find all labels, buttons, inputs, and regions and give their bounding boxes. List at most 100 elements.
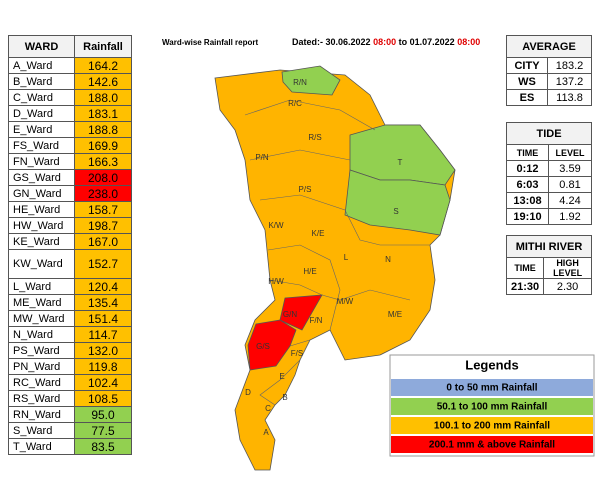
rainfall: 238.0 — [74, 185, 132, 202]
tide-table: TIDE TIME LEVEL 0:12 3.59 6:03 0.81 13:08 4.24 19… — [506, 122, 592, 225]
mithi-wrap: MITHI RIVER TIME HIGH LEVEL 21:30 2.30 — [505, 235, 592, 295]
boundaries — [244, 99, 376, 131]
ward-label: P/S — [299, 185, 312, 194]
ward-row: GN_Ward 238.0 — [8, 185, 132, 202]
rainfall: 119.8 — [74, 358, 132, 375]
key: ES — [506, 89, 548, 106]
ward-name: PS_Ward — [8, 342, 75, 359]
rainfall: 114.7 — [74, 326, 132, 343]
ward-label: M/E — [388, 310, 402, 319]
ward-row: T_Ward 83.5 — [8, 438, 132, 455]
rainfall: 198.7 — [74, 217, 132, 234]
to: to — [398, 37, 408, 47]
value: 2.30 — [543, 278, 592, 295]
value: 113.8 — [547, 89, 592, 106]
legend-swatch — [391, 398, 593, 415]
ward-label: D — [245, 388, 251, 397]
boundaries — [269, 279, 411, 301]
rainfall: 183.1 — [74, 105, 132, 122]
rainfall: 188.0 — [74, 89, 132, 106]
ward-label: F/N — [310, 316, 323, 325]
ward-name: L_Ward — [8, 278, 75, 295]
ward-gn — [279, 294, 323, 331]
rainfall: 102.4 — [74, 374, 132, 391]
ward-row: L_Ward 120.4 — [8, 278, 132, 295]
dated-label: Dated:- — [292, 37, 323, 47]
ward-row: PS_Ward 132.0 — [8, 342, 132, 359]
dated: Dated:- 30.06.2022 08:00 to 01.07.2022 0… — [292, 37, 480, 47]
average-wrap: AVERAGE CITY 183.2 WS 137.2 ES 113.8 — [506, 35, 592, 106]
ward-row: C_Ward 188.0 — [8, 89, 132, 106]
ward-gs — [247, 319, 297, 371]
value: 137.2 — [547, 73, 592, 90]
ward-s — [344, 169, 451, 236]
column-header: LEVEL — [548, 144, 592, 161]
legend-label: 200.1 mm & above Rainfall — [429, 440, 555, 451]
ward-label: R/N — [293, 78, 307, 87]
rainfall: 77.5 — [74, 422, 132, 439]
date-to: 01.07.2022 — [409, 37, 455, 47]
ward-name: GN_Ward — [8, 185, 75, 202]
date-from: 30.06.2022 — [325, 37, 371, 47]
ward-label: H/W — [268, 277, 284, 286]
data-row: 19:10 1.92 — [506, 208, 592, 225]
time-from: 08:00 — [373, 37, 397, 47]
mithi-table: MITHI RIVER TIME HIGH LEVEL 21:30 2.30 — [505, 235, 592, 295]
data-row: ES 113.8 — [506, 89, 592, 106]
ward-row: HW_Ward 198.7 — [8, 217, 132, 234]
tide-wrap: TIDE TIME LEVEL 0:12 3.59 6:03 0.81 13:08 4.24 19… — [506, 122, 592, 225]
legend-swatch — [391, 379, 593, 396]
ward-row: MW_Ward 151.4 — [8, 310, 132, 327]
ward-row: KE_Ward 167.0 — [8, 233, 132, 250]
boundaries — [267, 244, 341, 331]
ward-row: KW_Ward 152.7 — [8, 249, 132, 279]
ward-table-wrap: WARD Rainfall A_Ward 164.2 B_Ward 142.6 C_Ward… — [8, 35, 132, 455]
ward-label: S — [393, 207, 398, 216]
ward-row: ME_Ward 135.4 — [8, 294, 132, 311]
ward-row: HE_Ward 158.7 — [8, 201, 132, 218]
column-row: TIME HIGH LEVEL — [505, 257, 592, 279]
ward-label: M/W — [337, 297, 354, 306]
ward-label: F/S — [291, 349, 303, 358]
ward-row: A_Ward 164.2 — [8, 57, 132, 74]
header-row: WARD Rainfall — [8, 35, 132, 58]
ward-row: FS_Ward 169.9 — [8, 137, 132, 154]
column-header: Rainfall — [74, 35, 132, 58]
ward-label: B — [282, 393, 287, 402]
ward-label: C — [265, 404, 271, 413]
time-to: 08:00 — [457, 37, 481, 47]
rainfall: 135.4 — [74, 294, 132, 311]
value: 1.92 — [548, 208, 592, 225]
ward-name: S_Ward — [8, 422, 75, 439]
rainfall: 208.0 — [74, 169, 132, 186]
key: 21:30 — [505, 278, 545, 295]
ward-label: L — [344, 253, 349, 262]
rainfall: 152.7 — [74, 249, 132, 279]
boundaries — [259, 194, 430, 246]
title-row: AVERAGE — [506, 35, 592, 58]
ward-row: RC_Ward 102.4 — [8, 374, 132, 391]
ward-label: G/N — [283, 310, 297, 319]
data-row: 6:03 0.81 — [506, 176, 592, 193]
data-row: 21:30 2.30 — [505, 278, 592, 295]
legend-label: 100.1 to 200 mm Rainfall — [434, 421, 550, 432]
rainfall: 167.0 — [74, 233, 132, 250]
data-row: 0:12 3.59 — [506, 160, 592, 177]
legend-label: 50.1 to 100 mm Rainfall — [437, 402, 548, 413]
ward-row: GS_Ward 208.0 — [8, 169, 132, 186]
ward-label: K/W — [268, 221, 284, 230]
rainfall: 142.6 — [74, 73, 132, 90]
ward-label: R/S — [308, 133, 321, 142]
key: 19:10 — [506, 208, 549, 225]
legend-title: Legends — [465, 357, 518, 372]
rainfall: 188.8 — [74, 121, 132, 138]
data-row: WS 137.2 — [506, 73, 592, 90]
ward-row: N_Ward 114.7 — [8, 326, 132, 343]
key: CITY — [506, 57, 548, 74]
ward-label: N — [385, 255, 391, 264]
rainfall: 83.5 — [74, 438, 132, 455]
ward-row: E_Ward 188.8 — [8, 121, 132, 138]
ward-name: HW_Ward — [8, 217, 75, 234]
ward-label: H/E — [303, 267, 316, 276]
